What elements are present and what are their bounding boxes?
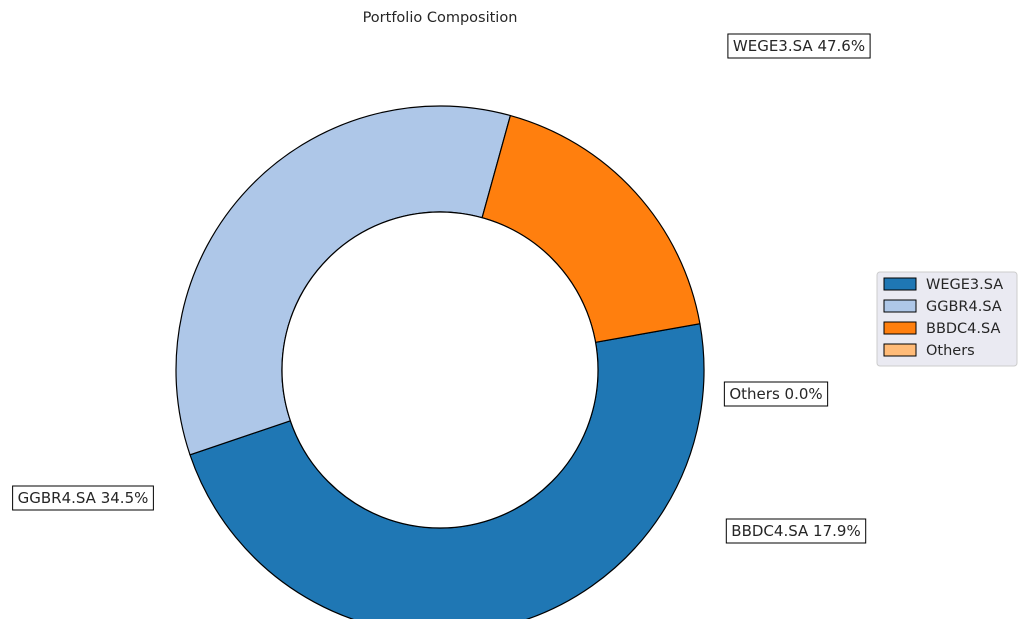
legend-box: [876, 271, 1018, 367]
legend-swatch-wege3-sa: [883, 277, 917, 291]
legend-label-others: Others: [926, 343, 975, 359]
legend-swatch-bbdc4-sa: [883, 321, 917, 335]
legend: WEGE3.SA GGBR4.SA BBDC4.SA Others: [876, 271, 1018, 367]
legend-label-bbdc4-sa: BBDC4.SA: [926, 321, 1000, 337]
svg-text:GGBR4.SA 34.5%: GGBR4.SA 34.5%: [18, 489, 149, 507]
slice-label-wege3-sa: WEGE3.SA 47.6%: [727, 33, 871, 59]
slices-group: [175, 105, 705, 619]
legend-label-wege3-sa: WEGE3.SA: [926, 277, 1003, 293]
svg-text:Others 0.0%: Others 0.0%: [729, 385, 822, 403]
slice-label-ggbr4-sa: GGBR4.SA 34.5%: [12, 485, 154, 511]
legend-swatch-ggbr4-sa: [883, 299, 917, 313]
slice-labels-group: WEGE3.SA 47.6% GGBR4.SA 34.5% BBDC4.SA 17.…: [12, 33, 871, 544]
svg-text:BBDC4.SA 17.9%: BBDC4.SA 17.9%: [731, 522, 860, 540]
slice-label-bbdc4-sa: BBDC4.SA 17.9%: [725, 518, 867, 544]
donut-hole: [281, 211, 599, 529]
chart-title: Portfolio Composition: [363, 10, 518, 26]
legend-label-ggbr4-sa: GGBR4.SA: [926, 299, 1002, 315]
legend-swatch-others: [883, 343, 917, 357]
svg-text:WEGE3.SA 47.6%: WEGE3.SA 47.6%: [733, 37, 865, 55]
slice-label-others: Others 0.0%: [723, 381, 829, 407]
